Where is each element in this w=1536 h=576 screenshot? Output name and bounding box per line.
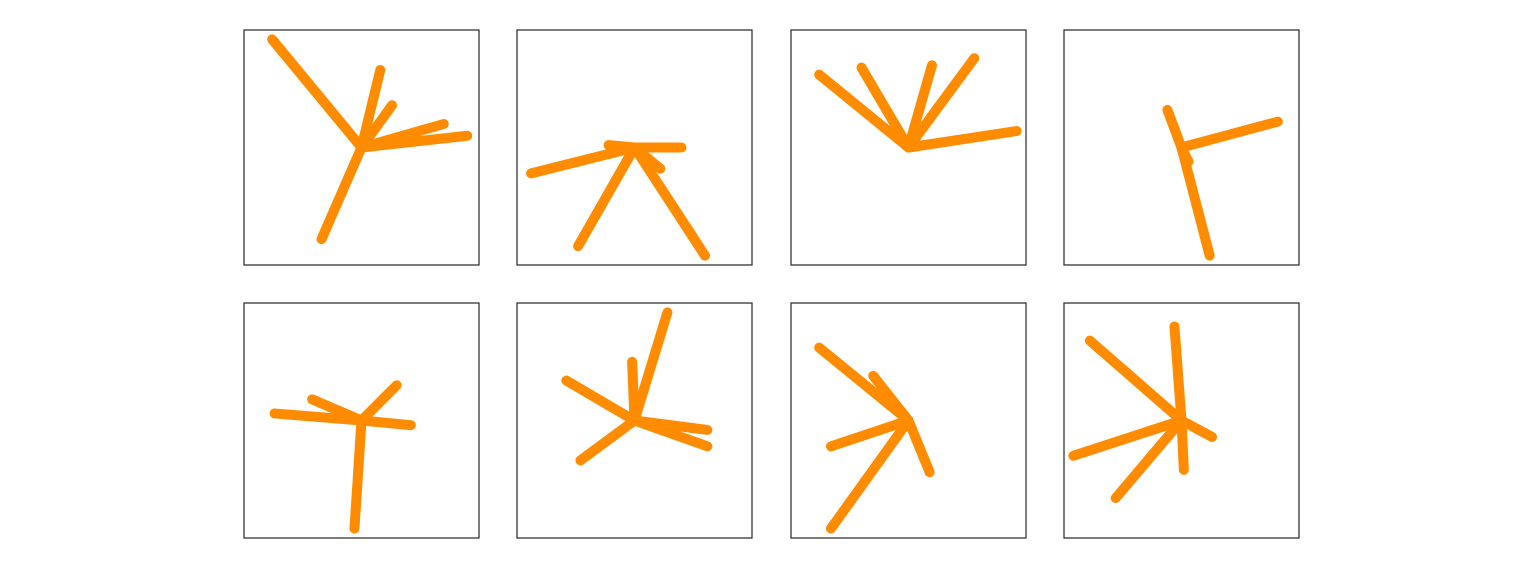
spoke-5 xyxy=(1068,415,1187,461)
spoke-2 xyxy=(1169,321,1187,426)
spoke-5 xyxy=(825,415,914,534)
spoke-5 xyxy=(903,126,1022,153)
spoke-2 xyxy=(868,370,914,426)
spoke-4 xyxy=(356,415,416,431)
spoke-2 xyxy=(307,394,367,426)
spoke-1 xyxy=(814,69,914,153)
spoke-4 xyxy=(1176,142,1215,261)
spoke-3 xyxy=(825,415,914,452)
spoke-6 xyxy=(629,142,710,261)
panel-7 xyxy=(790,302,1027,539)
spoke-1 xyxy=(561,375,640,426)
spoke-5 xyxy=(573,142,640,252)
spoke-4 xyxy=(1176,415,1189,475)
spoke-6 xyxy=(575,415,640,466)
spoke-1 xyxy=(267,34,367,153)
spoke-5 xyxy=(349,415,367,534)
panel-frame xyxy=(790,29,1027,266)
spoke-6 xyxy=(316,142,367,245)
spoke-1 xyxy=(1084,335,1187,426)
panel-4 xyxy=(1063,29,1300,266)
spoke-3 xyxy=(356,100,398,153)
panel-6 xyxy=(516,302,753,539)
spoke-3 xyxy=(356,380,402,426)
panel-1 xyxy=(243,29,480,266)
panels-layer xyxy=(243,29,1300,539)
spoke-1 xyxy=(1162,104,1187,153)
spoke-2 xyxy=(356,64,386,153)
spoke-4 xyxy=(903,53,980,153)
spoke-3 xyxy=(629,307,673,426)
spoke-5 xyxy=(356,130,473,153)
spoke-2 xyxy=(856,62,914,153)
panel-2 xyxy=(516,29,753,266)
panel-8 xyxy=(1063,302,1300,539)
panel-5 xyxy=(243,302,480,539)
spoke-6 xyxy=(1110,415,1187,504)
spoke-1 xyxy=(526,142,640,179)
spoke-4 xyxy=(903,415,935,478)
spoke-3 xyxy=(1176,116,1283,153)
panel-3 xyxy=(790,29,1027,266)
spoke-5 xyxy=(629,415,713,452)
